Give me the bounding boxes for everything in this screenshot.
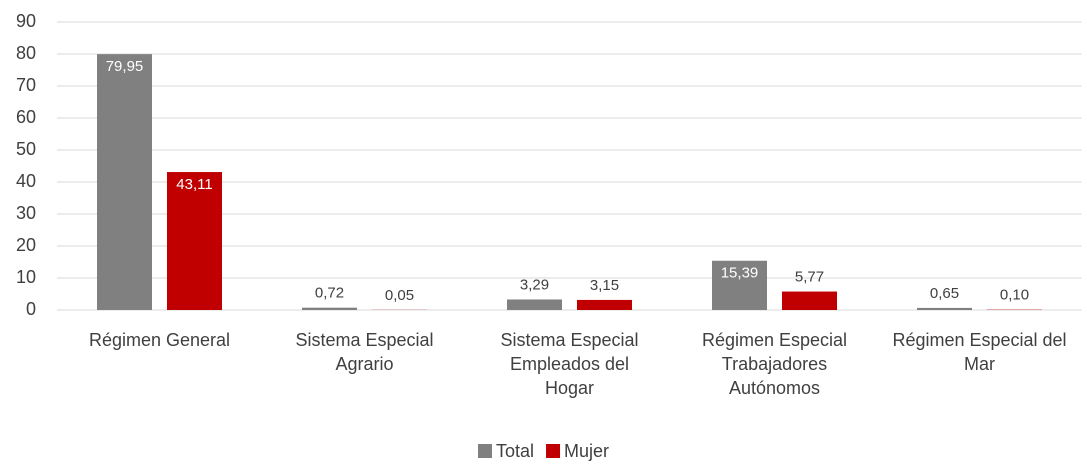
y-tick-label: 40 [16,171,36,191]
y-tick-label: 20 [16,235,36,255]
data-label: 5,77 [795,269,824,286]
bar [302,307,357,310]
bar [167,172,222,310]
data-label: 43,11 [176,176,212,193]
x-tick-label: Sistema Especial Agrario [295,330,434,374]
data-label: 3,15 [590,277,619,294]
y-tick-label: 10 [16,267,36,287]
data-label: 0,65 [930,285,959,302]
data-label: 0,10 [1000,287,1029,304]
bar [782,291,837,310]
x-tick-label: Sistema Especial Empleados del Hogar [500,330,639,398]
bar [507,299,562,310]
data-label: 3,29 [520,276,549,293]
data-label: 0,05 [385,287,414,304]
bar [97,54,152,310]
data-label: 15,39 [721,265,759,282]
legend-label: Mujer [564,441,609,461]
legend-swatch [546,444,561,458]
y-tick-label: 60 [16,107,36,127]
y-tick-label: 80 [16,43,36,63]
y-tick-label: 0 [26,299,36,319]
bar [917,307,972,310]
legend-swatch [478,444,492,458]
y-tick-label: 70 [16,75,36,95]
y-tick-label: 90 [16,11,36,31]
bar [712,260,767,310]
data-label: 79,95 [106,58,144,75]
x-tick-label: Régimen General [88,330,231,350]
y-tick-label: 50 [16,139,36,159]
data-label: 0,72 [315,285,344,302]
x-tick-label: Régimen Especial Trabajadores Autónomos [701,330,848,398]
x-tick-label: Régimen Especial del Mar [892,330,1067,374]
legend-label: Total [496,441,534,461]
y-tick-label: 30 [16,203,36,223]
bar [577,299,632,310]
